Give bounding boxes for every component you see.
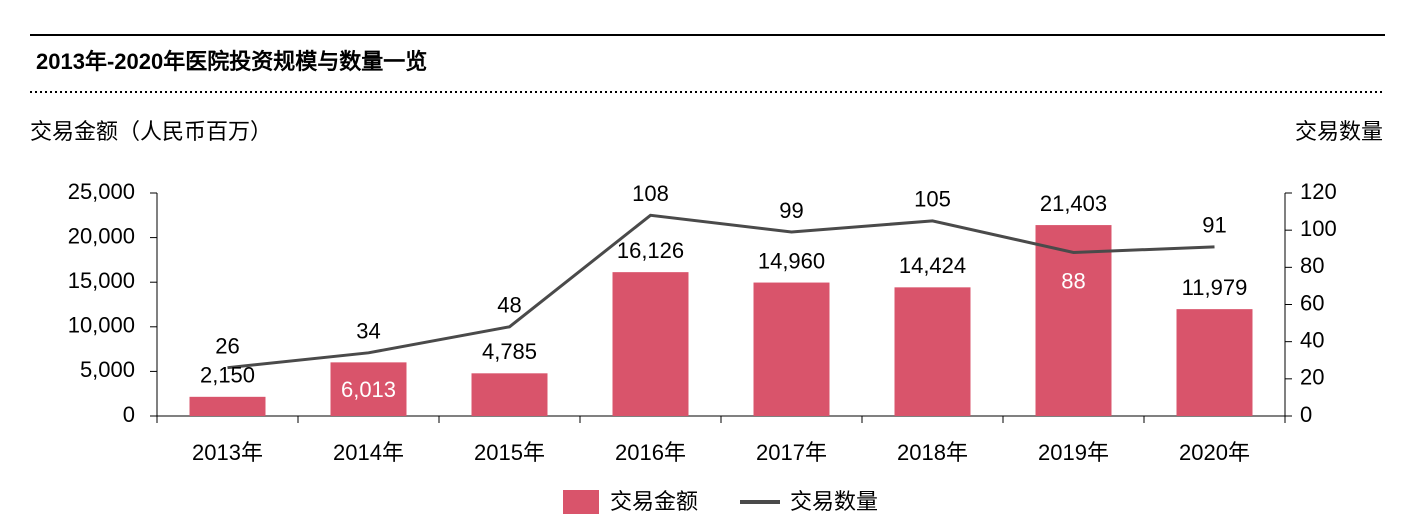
bar-value-label: 6,013 <box>341 377 396 402</box>
line-value-label: 108 <box>632 181 669 206</box>
line-value-label: 48 <box>497 293 521 318</box>
bar <box>330 362 407 416</box>
legend-swatch <box>563 490 599 514</box>
y2-tick-label: 40 <box>1300 327 1324 352</box>
bar <box>189 396 266 416</box>
bar-value-label: 4,785 <box>482 339 537 364</box>
x-tick-label: 2015年 <box>474 440 545 465</box>
y2-tick-label: 60 <box>1300 290 1324 315</box>
y-tick-label: 5,000 <box>80 357 135 382</box>
bar-value-label: 11,979 <box>1182 275 1248 300</box>
y2-tick-label: 20 <box>1300 365 1324 390</box>
x-tick-label: 2019年 <box>1038 440 1109 465</box>
y-axis-label: 交易金额（人民币百万） <box>30 119 272 144</box>
bar-value-label: 21,403 <box>1040 191 1107 216</box>
y2-tick-label: 120 <box>1300 179 1337 204</box>
y2-tick-label: 80 <box>1300 253 1324 278</box>
bar-value-label: 16,126 <box>617 238 684 263</box>
bar <box>753 282 830 416</box>
x-tick-label: 2014年 <box>333 440 404 465</box>
y-tick-label: 10,000 <box>68 313 135 338</box>
y-tick-label: 15,000 <box>68 268 135 293</box>
bar <box>894 287 971 416</box>
legend-label: 交易金额 <box>610 489 698 514</box>
chart-title: 2013年-2020年医院投资规模与数量一览 <box>36 49 427 74</box>
line <box>227 213 1215 370</box>
y-tick-label: 20,000 <box>68 223 135 248</box>
bar-value-label: 14,424 <box>899 253 966 278</box>
y-tick-label: 25,000 <box>68 179 135 204</box>
line-value-label: 88 <box>1061 268 1085 293</box>
legend-label: 交易数量 <box>790 489 878 514</box>
x-tick-label: 2016年 <box>615 440 686 465</box>
bar <box>471 373 548 416</box>
y2-axis-label: 交易数量 <box>1295 119 1383 144</box>
x-tick-label: 2018年 <box>897 440 968 465</box>
line-value-label: 91 <box>1202 213 1226 238</box>
line-value-label: 105 <box>914 187 951 212</box>
x-tick-label: 2017年 <box>756 440 827 465</box>
bar <box>1035 225 1112 416</box>
bar <box>1176 309 1253 416</box>
x-tick-label: 2020年 <box>1179 440 1250 465</box>
line-value-label: 26 <box>215 333 239 358</box>
line-value-label: 34 <box>356 319 380 344</box>
line-value-label: 99 <box>779 198 803 223</box>
bar-value-label: 2,150 <box>200 363 255 388</box>
y2-tick-label: 100 <box>1300 216 1337 241</box>
bar-value-label: 14,960 <box>758 248 825 273</box>
bar <box>612 272 689 416</box>
x-tick-label: 2013年 <box>192 440 263 465</box>
y-tick-label: 0 <box>123 402 135 427</box>
y2-tick-label: 0 <box>1300 402 1312 427</box>
